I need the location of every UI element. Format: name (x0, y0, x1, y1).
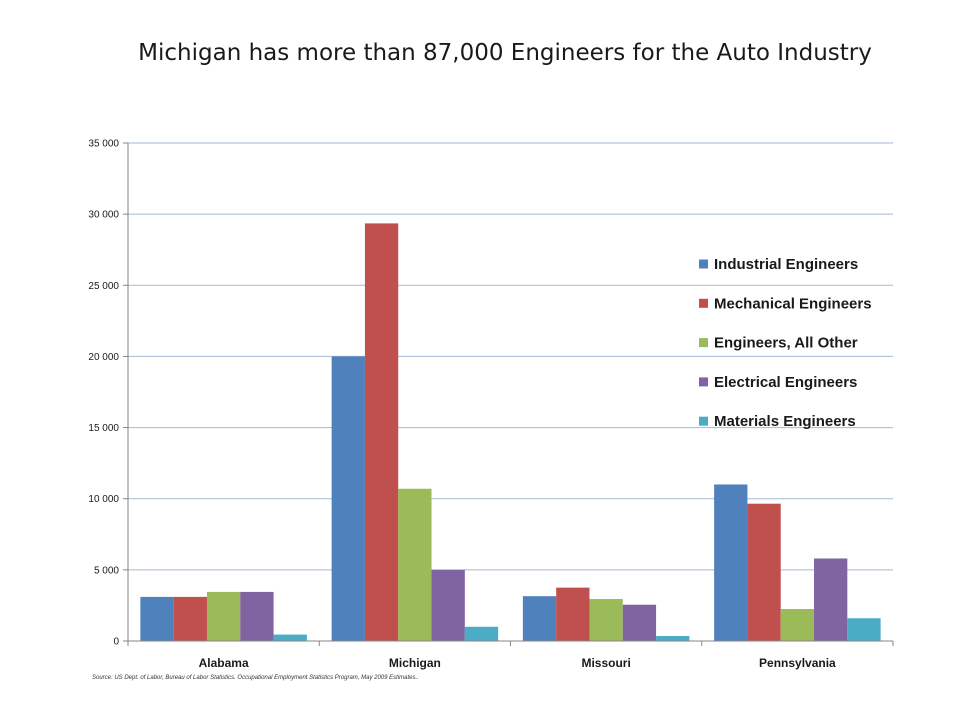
x-tick-label: Michigan (389, 656, 441, 670)
legend-label: Mechanical Engineers (714, 295, 872, 312)
x-tick-label: Missouri (581, 656, 630, 670)
legend-label: Electrical Engineers (714, 374, 857, 391)
x-tick-label: Pennsylvania (759, 656, 836, 670)
bar (656, 636, 690, 641)
y-tick-label: 10 000 (88, 494, 119, 505)
gridlines (128, 142, 893, 571)
axes: 0 5 000 10 000 15 000 20 000 25 000 30 000 35 0… (88, 139, 894, 670)
y-tick-label: 25 000 (88, 281, 119, 292)
bar (556, 587, 590, 641)
bar (589, 599, 623, 641)
chart-title: Michigan has more than 87,000 Engineers … (138, 40, 872, 66)
bar (464, 626, 499, 641)
bar (206, 591, 241, 641)
source-note: Source: US Dept. of Labor, Bureau of Lab… (92, 675, 419, 681)
bar (622, 604, 657, 641)
legend-label: Engineers, All Other (714, 335, 858, 352)
bar (747, 503, 781, 641)
bar (398, 488, 432, 641)
bar (522, 596, 557, 641)
bar (431, 569, 465, 641)
bar (364, 223, 399, 642)
legend: Industrial Engineers Mechanical Engineers… (699, 256, 872, 430)
legend-label: Materials Engineers (714, 413, 856, 430)
legend-swatch (699, 377, 708, 387)
bar (714, 484, 748, 641)
bar (140, 596, 174, 641)
x-tick-label: Alabama (199, 656, 249, 670)
bar (780, 608, 815, 641)
bar (240, 591, 274, 641)
bar (814, 558, 848, 641)
legend-swatch (699, 416, 708, 426)
y-tick-label: 0 (113, 637, 119, 648)
legend-swatch (699, 338, 708, 348)
legend-swatch (699, 298, 708, 308)
y-tick-label: 15 000 (88, 423, 119, 434)
bar (847, 618, 881, 641)
y-tick-label: 30 000 (88, 210, 119, 221)
bar (273, 634, 307, 641)
legend-label: Industrial Engineers (714, 256, 858, 273)
y-tick-label: 20 000 (88, 352, 119, 363)
bar (173, 596, 207, 641)
legend-swatch (699, 259, 708, 269)
y-tick-label: 5 000 (94, 565, 119, 576)
bar (331, 356, 365, 641)
y-tick-label: 35 000 (88, 139, 119, 150)
bars (140, 223, 881, 642)
